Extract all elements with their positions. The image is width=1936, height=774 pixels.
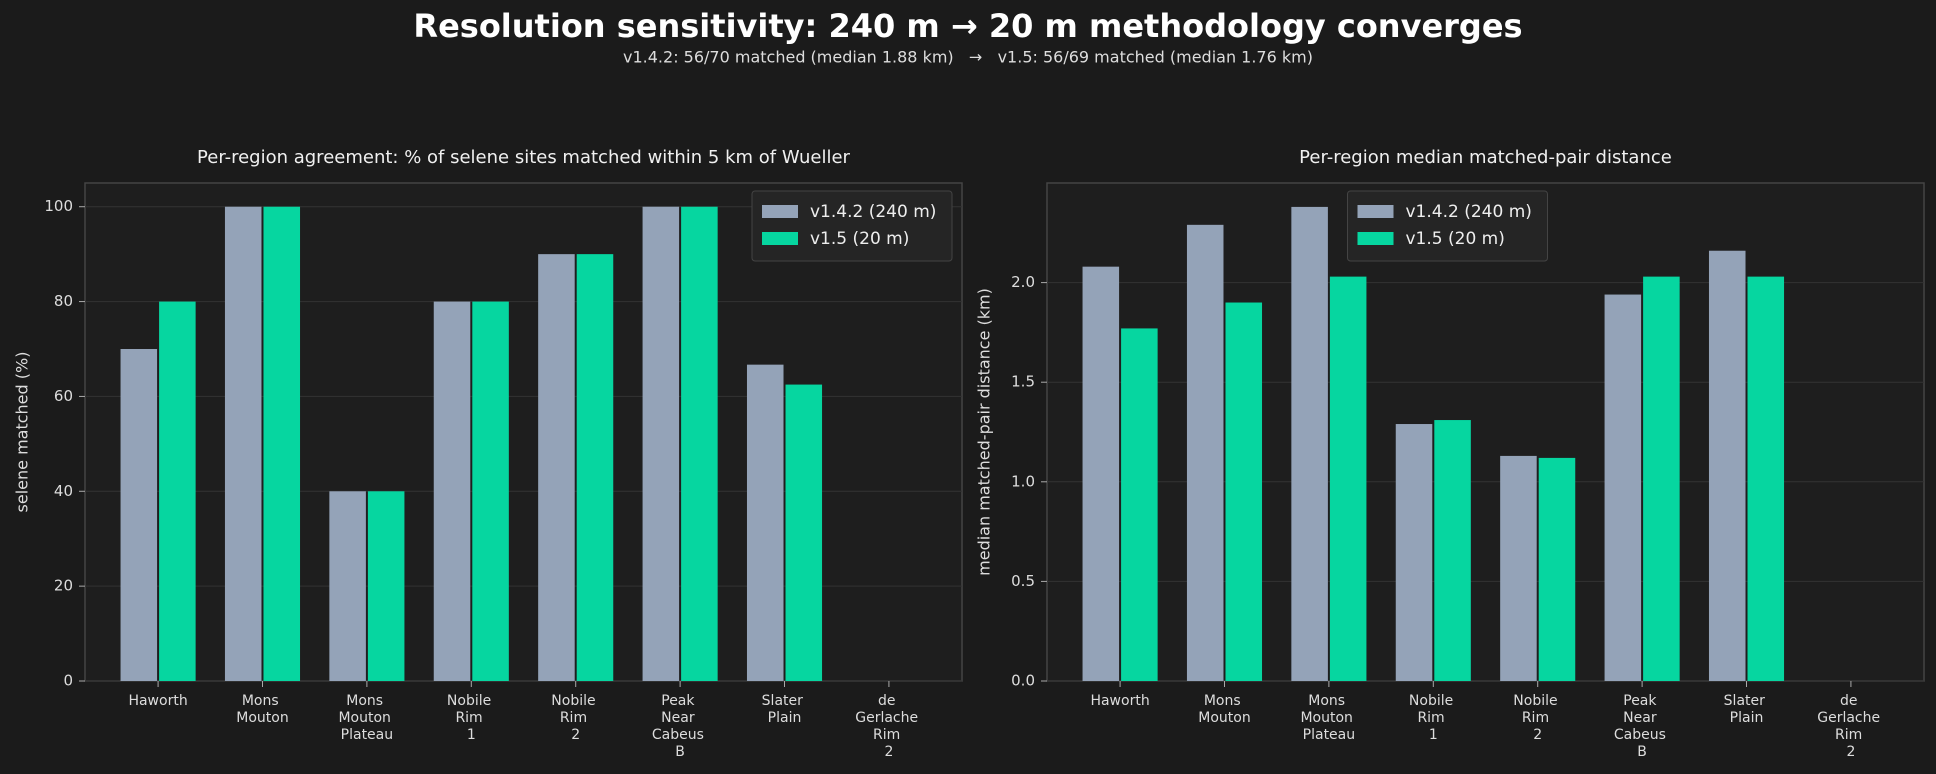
x-tick-label: Mons Mouton Plateau [1300,693,1357,743]
bar [1291,206,1328,682]
y-tick-label: 0.5 [1011,572,1035,590]
chart-title: Per-region agreement: % of selene sites … [197,147,850,168]
y-tick-label: 60 [54,387,73,405]
chart-title: Per-region median matched-pair distance [1299,147,1672,168]
x-tick-label: Nobile Rim 1 [1409,693,1458,743]
bar [367,491,405,681]
legend-swatch [762,205,798,218]
x-tick-label: Haworth [128,693,187,709]
bar [576,254,614,681]
x-tick-label: Nobile Rim 2 [1513,693,1562,743]
legend-label: v1.5 (20 m) [1406,229,1505,249]
bar [681,206,718,681]
y-tick-label: 1.0 [1011,472,1035,490]
figure-subtitle: v1.4.2: 56/70 matched (median 1.88 km) →… [623,48,1313,67]
y-axis-label: selene matched (%) [13,352,32,513]
y-tick-label: 1.5 [1011,373,1035,391]
bar [472,301,509,681]
legend-swatch [1357,205,1394,218]
y-tick-label: 2.0 [1011,273,1035,291]
bar [1708,250,1746,681]
y-tick-label: 0 [63,672,73,690]
x-tick-label: Mons Mouton Plateau [338,693,395,743]
legend-box [751,190,953,262]
figure-title: Resolution sensitivity: 240 m → 20 m met… [413,7,1522,45]
x-tick-label: Peak Near Cabeus B [652,693,708,760]
bar [1082,266,1120,681]
bar [1329,276,1367,681]
bar [263,206,301,681]
bar [1186,224,1224,681]
bar [1500,455,1537,681]
bar [1538,457,1576,681]
bar [642,206,680,681]
bar [785,384,823,681]
bar [538,254,575,681]
bar [1225,302,1263,681]
y-axis-label: median matched-pair distance (km) [975,288,994,576]
bar [1643,276,1680,681]
legend-label: v1.4.2 (240 m) [810,202,936,222]
x-tick-label: Slater Plain [1724,693,1770,726]
bar [224,206,262,681]
y-tick-label: 20 [54,577,73,595]
x-tick-label: de Gerlache Rim 2 [1817,693,1884,760]
y-tick-label: 40 [54,482,73,500]
y-tick-label: 80 [54,292,73,310]
y-tick-label: 0.0 [1011,672,1035,690]
bar [120,349,158,681]
bar [159,301,196,681]
bar [1434,420,1471,681]
legend-swatch [762,232,798,245]
legend-box [1347,190,1548,262]
x-tick-label: Mons Mouton [1198,693,1250,726]
bar [329,491,366,681]
x-tick-label: Haworth [1090,693,1149,709]
x-tick-label: Nobile Rim 2 [551,693,600,743]
x-tick-label: Peak Near Cabeus B [1614,693,1670,760]
bar [1395,424,1433,681]
x-tick-label: Nobile Rim 1 [447,693,496,743]
legend-swatch [1357,232,1394,245]
bar [433,301,471,681]
x-tick-label: de Gerlache Rim 2 [855,693,922,760]
legend-label: v1.4.2 (240 m) [1406,202,1532,222]
legend-label: v1.5 (20 m) [810,229,909,249]
bar [746,364,784,681]
x-tick-label: Mons Mouton [236,693,288,726]
bar [1604,294,1642,681]
x-tick-label: Slater Plain [762,693,808,726]
y-tick-label: 100 [44,197,73,215]
bar [1121,328,1158,681]
bar [1747,276,1785,681]
